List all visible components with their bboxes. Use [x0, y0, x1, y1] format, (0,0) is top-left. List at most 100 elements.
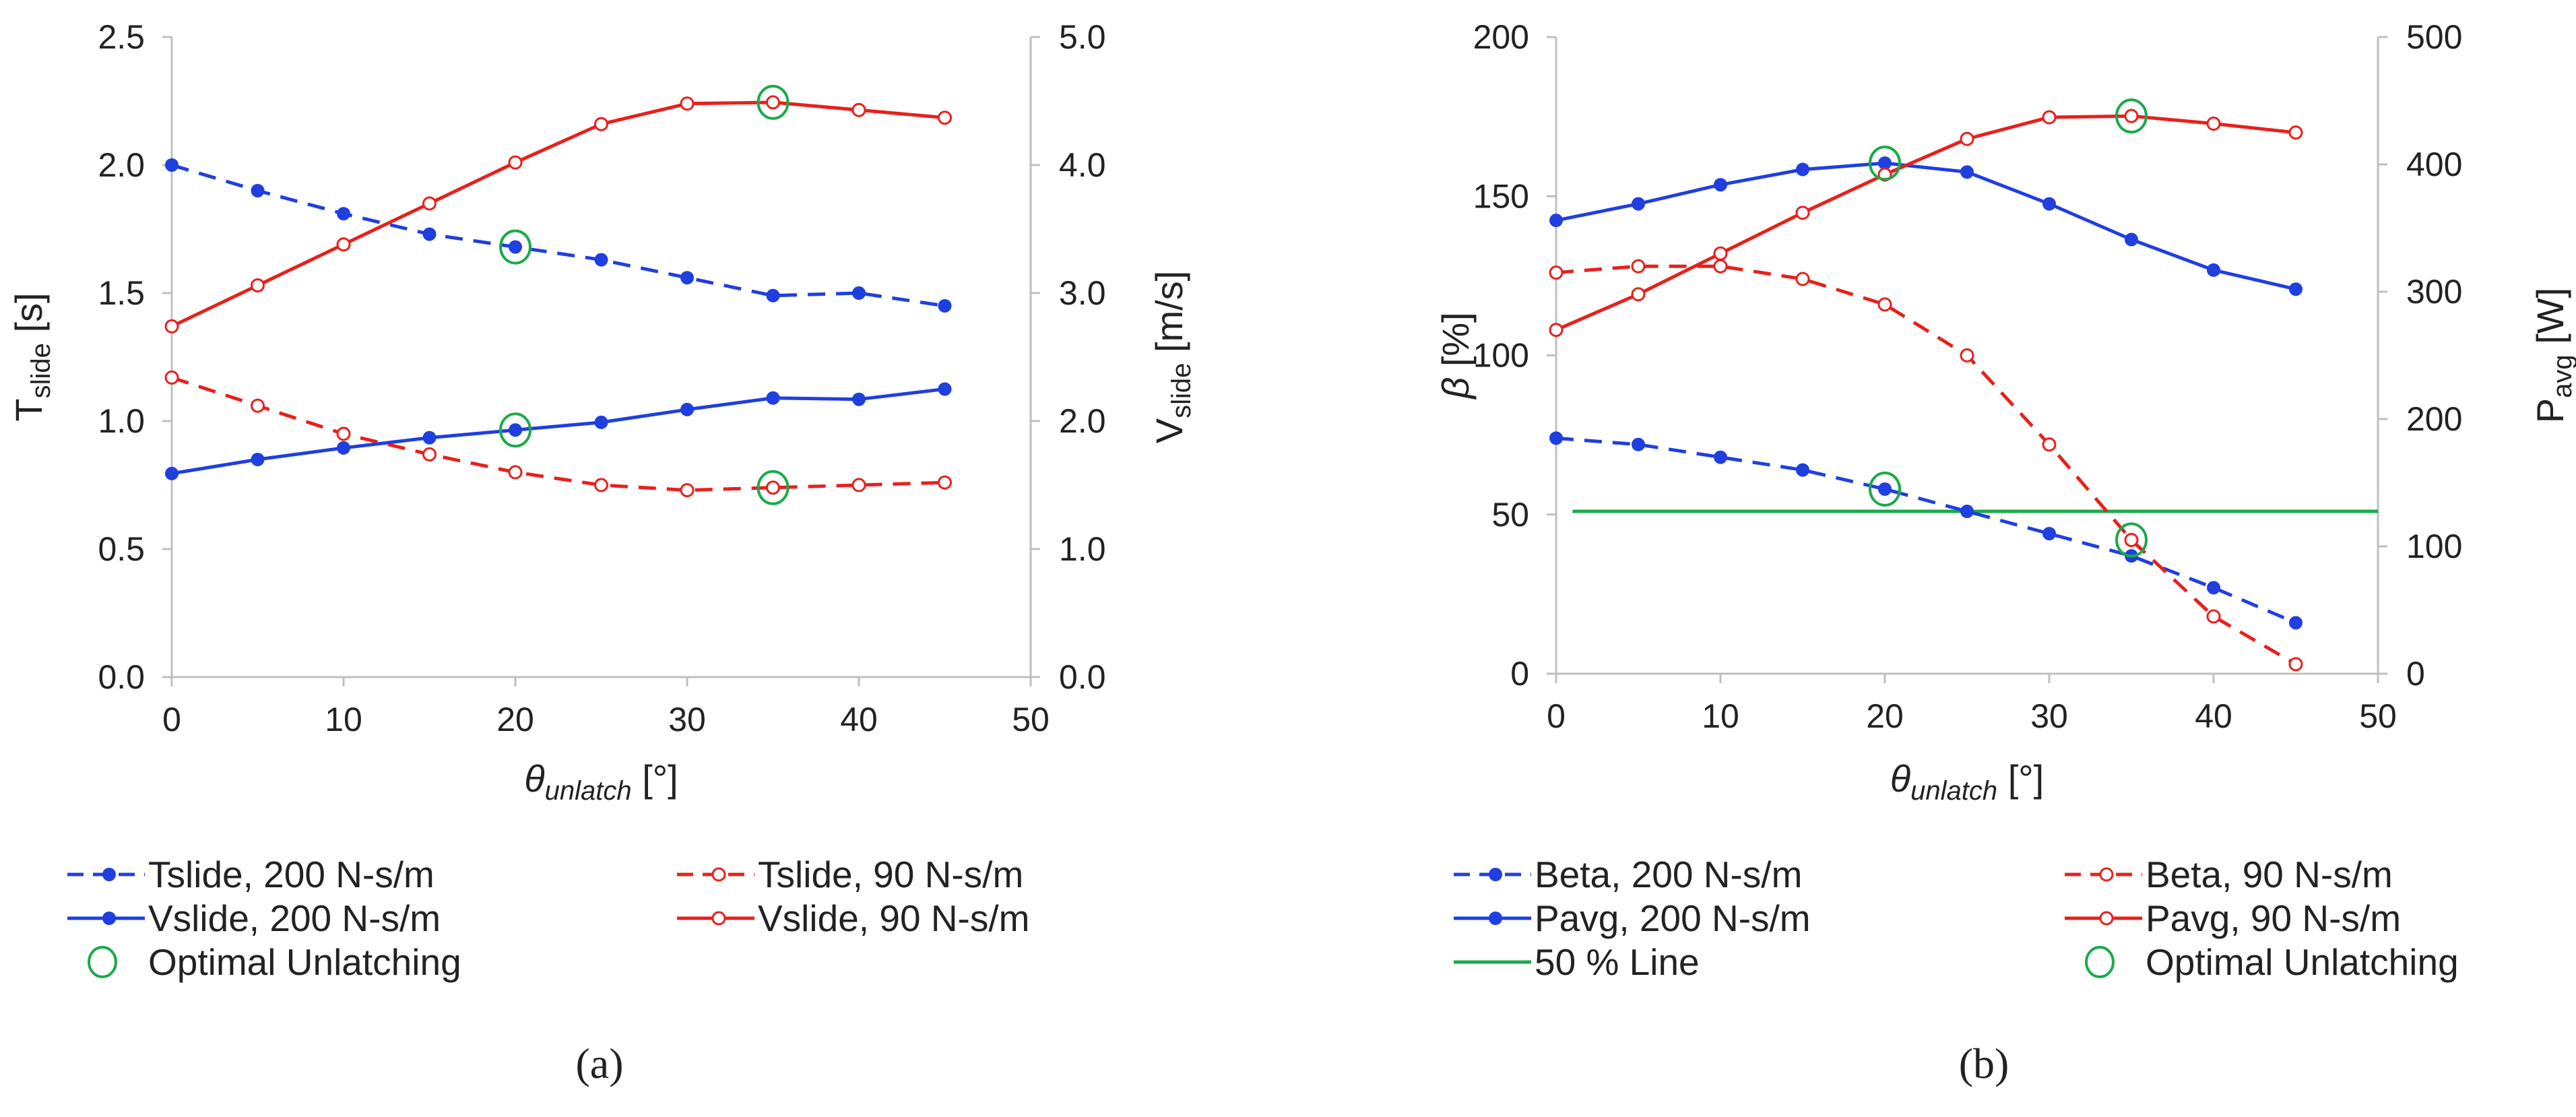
- legend-label: Beta, 90 N-s/m: [2146, 854, 2393, 895]
- data-point: [851, 478, 866, 492]
- y-right-tick-label: 3.0: [1059, 274, 1106, 312]
- chart-panel-b: 0 10 20 30 40 500501001502000100200300400500θ…: [1434, 18, 2576, 1087]
- optimal-unlatching-marker: [2115, 98, 2148, 134]
- data-point: [852, 392, 866, 406]
- x-axis-label-main: θ: [524, 757, 544, 800]
- legend-swatch-circle: [88, 946, 117, 978]
- optimal-unlatching-marker: [756, 470, 790, 505]
- legend-item: Beta, 90 N-s/m: [2065, 854, 2393, 895]
- data-point: [251, 453, 265, 466]
- data-point: [165, 466, 179, 480]
- data-point: [938, 110, 952, 125]
- y-left-tick-label: 0: [1510, 655, 1529, 693]
- data-point: [2288, 125, 2303, 140]
- data-point: [1549, 214, 1563, 228]
- data-point: [938, 382, 952, 396]
- data-point: [1632, 197, 1645, 211]
- data-point: [766, 95, 780, 110]
- x-axis-label-unit: [°]: [1997, 757, 2044, 800]
- optimal-unlatching-marker: [2115, 522, 2148, 558]
- data-point: [594, 117, 608, 131]
- data-point: [164, 319, 179, 333]
- data-point: [594, 478, 608, 492]
- data-point: [1714, 450, 1727, 464]
- legend-item: Beta, 200 N-s/m: [1454, 854, 1802, 895]
- series-beta-90-n-s-m: [1549, 259, 2303, 672]
- data-point: [680, 483, 695, 498]
- legend-label: Beta, 200 N-s/m: [1535, 854, 1802, 895]
- x-tick-label: 20: [1866, 697, 1904, 735]
- y-left-tick-label: 200: [1473, 18, 1529, 56]
- optimal-unlatching-marker: [756, 84, 790, 120]
- x-tick-label: 30: [668, 701, 706, 738]
- x-tick-label: 0: [1547, 697, 1566, 735]
- legend-label: Pavg, 90 N-s/m: [2146, 897, 2401, 939]
- series-line: [171, 376, 945, 492]
- data-point: [1960, 165, 1974, 179]
- panel-caption: (a): [575, 1040, 623, 1087]
- data-point: [2042, 110, 2057, 125]
- y-left-tick-label: 100: [1473, 337, 1529, 375]
- legend-item: Vslide, 90 N-s/m: [677, 897, 1029, 939]
- legend-label: Vslide, 200 N-s/m: [148, 897, 441, 939]
- data-point: [422, 196, 437, 211]
- legend-item: Pavg, 200 N-s/m: [1454, 897, 1811, 939]
- y-right-axis-label-sub: slide: [1167, 363, 1196, 418]
- legend-label: Vslide, 90 N-s/m: [758, 897, 1029, 939]
- data-point: [680, 96, 695, 111]
- x-tick-label: 0: [162, 701, 181, 738]
- y-left-axis-label-unit: [s]: [7, 292, 50, 343]
- data-point: [1878, 482, 1892, 496]
- series-line: [1555, 436, 2296, 625]
- x-axis-label: θunlatch [°]: [1890, 757, 2044, 806]
- data-point: [2288, 657, 2303, 672]
- legend-label: Optimal Unlatching: [2146, 941, 2459, 983]
- y-right-tick-label: 200: [2406, 400, 2462, 438]
- y-left-tick-label: 0.5: [98, 530, 145, 568]
- data-point: [164, 370, 179, 385]
- legend-label: Optimal Unlatching: [148, 941, 461, 983]
- y-right-tick-label: 100: [2406, 528, 2462, 565]
- data-point: [1795, 272, 1810, 286]
- data-point: [508, 465, 523, 480]
- y-left-axis-label-sub: slide: [26, 343, 56, 398]
- legend-swatch-marker: [102, 912, 116, 925]
- data-point: [1795, 205, 1810, 220]
- y-right-axis-label: Pavg [W]: [2529, 288, 2576, 423]
- data-point: [2124, 533, 2139, 548]
- data-point: [594, 253, 608, 267]
- data-point: [422, 447, 437, 461]
- data-point: [1960, 131, 1974, 146]
- y-left-tick-label: 2.5: [98, 18, 145, 56]
- series-line: [1555, 114, 2296, 331]
- series-pavg-90-n-s-m: [1549, 108, 2303, 338]
- data-point: [509, 423, 522, 437]
- legend-swatch-marker: [711, 911, 726, 926]
- chart-panel-a: 0 10 20 30 40 500.00.51.01.52.02.50.01.02.03.…: [7, 18, 1196, 1087]
- data-point: [2042, 437, 2057, 452]
- series-line: [1555, 161, 2296, 291]
- data-point: [1549, 323, 1564, 338]
- y-right-tick-label: 5.0: [1059, 18, 1106, 56]
- x-tick-label: 40: [2195, 697, 2232, 735]
- data-point: [251, 184, 265, 197]
- legend-item: 50 % Line: [1454, 941, 1700, 983]
- legend-item: Tslide, 90 N-s/m: [677, 854, 1023, 895]
- data-point: [766, 480, 780, 495]
- data-point: [766, 391, 780, 405]
- legend: Beta, 200 N-s/m Beta, 90 N-s/m Pavg, 200 N…: [1454, 854, 2459, 983]
- data-point: [1631, 287, 1646, 302]
- series-line: [1555, 264, 2297, 666]
- legend: Tslide, 200 N-s/m Tslide, 90 N-s/mVslide,…: [67, 854, 1029, 983]
- y-left-axis-label: Tslide [s]: [7, 292, 56, 421]
- y-right-tick-label: 2.0: [1059, 402, 1106, 440]
- y-right-tick-label: 4.0: [1059, 146, 1106, 184]
- series-tslide-200-n-s-m: [165, 158, 952, 313]
- data-point: [509, 240, 522, 254]
- data-point: [251, 278, 265, 293]
- series-tslide-90-n-s-m: [164, 370, 952, 498]
- legend-swatch-marker: [1489, 868, 1502, 881]
- y-right-axis-label-unit: [m/s]: [1148, 271, 1190, 363]
- x-tick-label: 10: [1702, 697, 1739, 735]
- y-right-axis-label-sub: avg: [2548, 354, 2576, 398]
